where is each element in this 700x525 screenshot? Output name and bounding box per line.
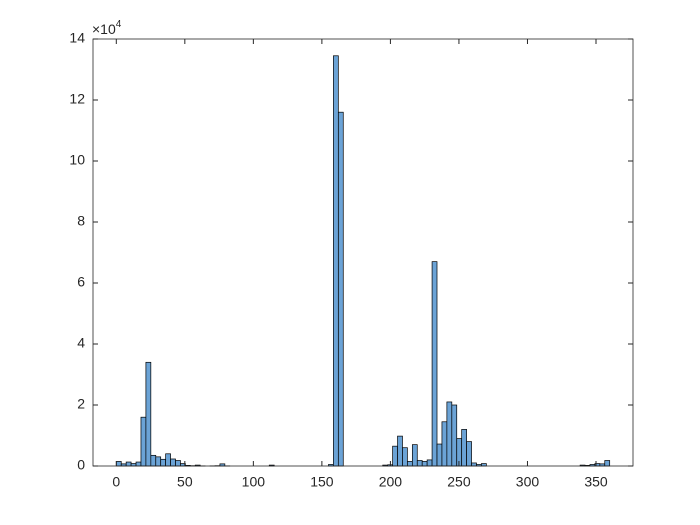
bar [115, 461, 122, 467]
y-tick-label: 14 [69, 30, 85, 46]
bar [604, 460, 611, 467]
bar [441, 421, 448, 467]
x-tick-label: 250 [447, 474, 471, 490]
bar [145, 361, 152, 467]
y-tick-label: 0 [77, 457, 85, 473]
y-tick-label: 6 [77, 274, 85, 290]
bar [461, 429, 467, 467]
bar [333, 55, 339, 467]
bar [421, 461, 428, 467]
bar [135, 461, 142, 467]
bar [175, 460, 181, 467]
y-tick-label: 4 [77, 335, 85, 351]
x-tick-label: 200 [379, 474, 403, 490]
bar [392, 445, 398, 467]
bar [160, 458, 166, 467]
bar [411, 444, 418, 467]
bar [426, 459, 433, 467]
axis-multiplier: ×104 [92, 19, 122, 37]
bar [471, 462, 477, 467]
bar [466, 441, 472, 467]
bar [446, 401, 453, 467]
x-tick-label: 350 [584, 474, 608, 490]
bar [397, 435, 403, 467]
bar [431, 261, 438, 467]
bar [165, 453, 171, 467]
y-tick-label: 2 [77, 396, 85, 412]
plot-frame [92, 38, 634, 467]
bar [416, 460, 423, 467]
bar [402, 447, 408, 467]
bar [170, 458, 176, 467]
y-tick-label: 12 [69, 91, 85, 107]
y-tick-label: 10 [69, 152, 85, 168]
x-tick-label: 0 [112, 474, 120, 490]
multiplier-exponent: 4 [116, 19, 122, 30]
bar [337, 111, 344, 467]
bar [125, 461, 132, 467]
bar [407, 461, 413, 467]
bar [451, 404, 458, 467]
bar [436, 443, 443, 467]
bar [140, 416, 147, 467]
x-tick-label: 50 [177, 474, 193, 490]
x-tick-label: 300 [516, 474, 540, 490]
multiplier-base: ×10 [92, 21, 116, 37]
y-tick-label: 8 [77, 213, 85, 229]
x-tick-label: 150 [310, 474, 334, 490]
bar [155, 456, 162, 467]
bar [150, 454, 157, 467]
x-tick-label: 100 [242, 474, 266, 490]
